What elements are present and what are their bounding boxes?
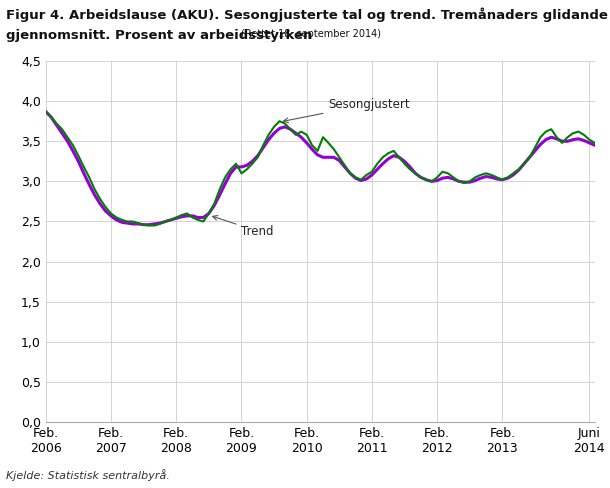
Text: gjennomsnitt. Prosent av arbeidsstyrken: gjennomsnitt. Prosent av arbeidsstyrken [6,29,312,42]
Text: Trend: Trend [213,216,274,238]
Text: Sesongjustert: Sesongjustert [284,98,410,122]
Text: Kjelde: Statistisk sentralbyrå.: Kjelde: Statistisk sentralbyrå. [6,469,170,481]
Text: (Rettet 18. september 2014): (Rettet 18. september 2014) [241,29,381,39]
Text: Figur 4. Arbeidslause (AKU). Sesongjusterte tal og trend. Tremånaders glidande: Figur 4. Arbeidslause (AKU). Sesongjuste… [6,7,608,22]
